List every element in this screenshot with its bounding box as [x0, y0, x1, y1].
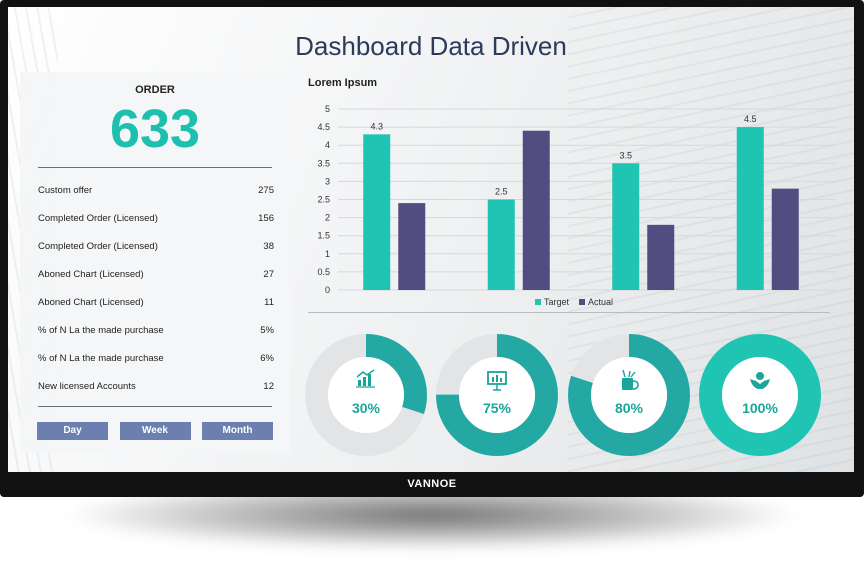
stat-label: % of N La the made purchase [38, 352, 164, 364]
stat-label: Completed Order (Licensed) [38, 240, 158, 252]
bar-chart: 0 0.5 1 1.5 2 2.5 3 3.5 4 4.5 5 4.3 2.5 3.5 4.5 Target A… [304, 77, 844, 307]
stat-value: 12 [263, 380, 274, 392]
stat-value: 6% [260, 352, 274, 364]
chart-growth-icon [356, 369, 375, 388]
legend-swatch [579, 299, 585, 305]
monitor-frame: Dashboard Data Driven ORDER 633 Custom o… [0, 0, 864, 497]
bar-actual [398, 203, 426, 290]
presentation-board-icon [487, 371, 507, 391]
stat-label: Aboned Chart (Licensed) [38, 296, 144, 308]
list-item: % of N La the made purchase 6% [38, 344, 274, 372]
donut-percent-label: 80% [615, 400, 644, 416]
progress-donuts: 30% 75% 80% 100% [305, 334, 821, 456]
legend-label: Actual [588, 297, 613, 307]
y-tick-label: 5 [325, 104, 330, 114]
list-item: Aboned Chart (Licensed) 11 [38, 288, 274, 316]
list-item: % of N La the made purchase 5% [38, 316, 274, 344]
chart-title: Lorem Ipsum [308, 77, 378, 89]
y-tick-label: 0.5 [317, 267, 330, 277]
stat-label: % of N La the made purchase [38, 324, 164, 336]
bar-target [736, 127, 764, 290]
panel-divider-bottom [38, 406, 272, 407]
month-button[interactable]: Month [202, 422, 273, 440]
stat-value: 38 [263, 240, 274, 252]
period-selector: Day Week Month [37, 422, 273, 440]
y-tick-label: 4 [325, 140, 330, 150]
y-tick-label: 0 [325, 285, 330, 295]
donut-percent-label: 75% [483, 400, 512, 416]
y-tick-label: 4.5 [317, 122, 330, 132]
donut-center [591, 357, 667, 433]
donut-progress-arc [568, 334, 690, 456]
legend-swatch [535, 299, 541, 305]
progress-donut: 75% [436, 334, 558, 456]
bar-chart-svg: 0 0.5 1 1.5 2 2.5 3 3.5 4 4.5 5 4.3 2.5 3.5 4.5 Target A… [317, 104, 836, 307]
stat-value: 156 [258, 212, 274, 224]
stat-label: Aboned Chart (Licensed) [38, 268, 144, 280]
bar-actual [647, 224, 675, 290]
bar-data-label: 3.5 [619, 150, 632, 160]
list-item: Completed Order (Licensed) 156 [38, 204, 274, 232]
donut-center [459, 357, 535, 433]
stat-label: Custom offer [38, 184, 93, 196]
donut-center [722, 357, 798, 433]
stat-value: 27 [263, 268, 274, 280]
donut-progress-arc [305, 334, 427, 456]
coffee-cup-icon [622, 369, 639, 390]
stat-label: New licensed Accounts [38, 380, 136, 392]
donut-percent-label: 100% [742, 400, 778, 416]
progress-donut: 100% [699, 334, 821, 456]
y-tick-label: 2 [325, 213, 330, 223]
stat-value: 5% [260, 324, 274, 336]
bar-data-label: 2.5 [495, 187, 508, 197]
order-label: ORDER [135, 84, 175, 96]
y-tick-label: 1.5 [317, 231, 330, 241]
legend-label: Target [544, 297, 570, 307]
section-divider [308, 312, 830, 313]
progress-donut: 80% [568, 334, 690, 456]
bar-target [612, 163, 640, 290]
progress-donut: 30% [305, 334, 427, 456]
stat-value: 11 [264, 296, 274, 308]
order-count: 633 [109, 99, 201, 159]
hands-care-icon [750, 372, 770, 389]
page-title: Dashboard Data Driven [295, 31, 567, 61]
bar-data-label: 4.3 [370, 121, 383, 131]
panel-divider-top [38, 167, 272, 168]
bar-actual [522, 130, 550, 290]
week-button[interactable]: Week [119, 422, 191, 440]
bar-target [363, 134, 391, 290]
y-tick-label: 2.5 [317, 195, 330, 205]
stat-value: 275 [258, 184, 274, 196]
y-tick-label: 1 [325, 249, 330, 259]
order-stats-list: Custom offer 275 Completed Order (License… [38, 176, 274, 400]
bar-actual [771, 188, 799, 290]
bar-target [487, 199, 515, 290]
dashboard-screen: Dashboard Data Driven ORDER 633 Custom o… [8, 7, 854, 472]
monitor-brand-logo: VANNOE [407, 478, 457, 490]
y-tick-label: 3 [325, 176, 330, 186]
donut-progress-arc [436, 334, 558, 456]
y-tick-label: 3.5 [317, 158, 330, 168]
donut-percent-label: 30% [352, 400, 381, 416]
list-item: New licensed Accounts 12 [38, 372, 274, 400]
stat-label: Completed Order (Licensed) [38, 212, 158, 224]
list-item: Completed Order (Licensed) 38 [38, 232, 274, 260]
bar-data-label: 4.5 [744, 114, 757, 124]
order-panel: ORDER 633 Custom offer 275 Completed Orde… [20, 72, 290, 453]
day-button[interactable]: Day [37, 422, 108, 440]
donut-progress-arc [699, 334, 821, 456]
list-item: Aboned Chart (Licensed) 27 [38, 260, 274, 288]
donut-center [328, 357, 404, 433]
list-item: Custom offer 275 [38, 176, 274, 204]
